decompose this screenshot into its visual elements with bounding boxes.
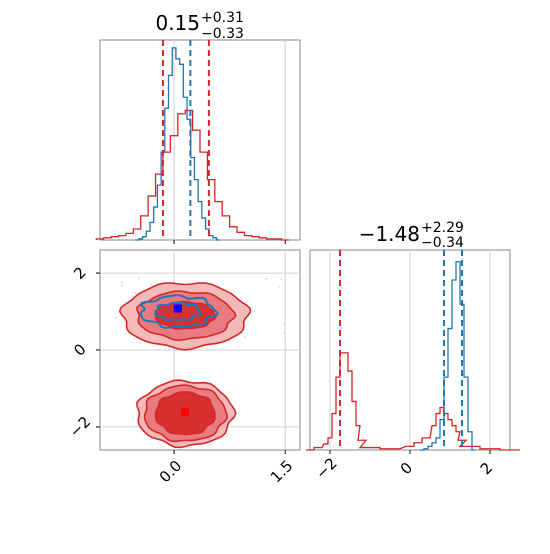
- panel-3-ytick-label-0: −2: [66, 413, 94, 441]
- panel-3-contour-2-0: [139, 294, 220, 329]
- panel-3-markers: [173, 304, 190, 417]
- panel-1-histogram-0: [135, 47, 221, 241]
- panel-3-bg-point: [278, 285, 280, 288]
- panel-3-bg-point: [135, 291, 137, 294]
- panel-2-quantile-lines: [339, 250, 463, 450]
- panel-3-bg-point: [228, 340, 230, 342]
- panel-1-title-lower: −0.33: [201, 26, 244, 42]
- panel-3-ytick-label-2: 2: [70, 263, 89, 282]
- panel-3-bg-point: [139, 341, 141, 344]
- panel-3-bg-point: [138, 277, 140, 279]
- panel-3-y-ticks: −2 0 2: [66, 263, 100, 441]
- panel-3-bg-point: [280, 278, 283, 280]
- panel-2-grid: [329, 250, 491, 450]
- panel-1-title: 0.15 +0.31 −0.33: [155, 10, 243, 42]
- panel-2-tick-label-0: −2: [312, 454, 340, 482]
- panel-3-contours: [119, 282, 252, 449]
- panel-3-bg-point: [115, 316, 118, 319]
- panel-3-bg-point: [247, 300, 249, 302]
- panel-3-bg-point: [150, 284, 153, 286]
- panel-3-marker-0: [173, 304, 182, 313]
- panel-2-title-upper: +2.29: [421, 220, 464, 236]
- panel-3-bg-point: [121, 281, 123, 283]
- panel-1-title-value: 0.15: [155, 11, 200, 35]
- panel-2-histograms: [306, 261, 520, 451]
- panel-2-x-ticks: −2 0 2: [312, 450, 496, 483]
- panel-3-marker-1: [181, 408, 190, 417]
- panel-1-histogram-1: [95, 109, 289, 241]
- panel-2-title-value: −1.48: [359, 222, 420, 246]
- panel-1-histograms: [95, 47, 289, 241]
- panel-3-bg-point: [283, 332, 286, 334]
- panel-2-title-lower: −0.34: [421, 235, 464, 251]
- panel-2-title: −1.48 +2.29 −0.34: [359, 220, 464, 251]
- panel-3-x-ticks: 0.0 1.5: [156, 450, 297, 487]
- panel-1-grid: [173, 40, 286, 244]
- panel-2-tick-label-1: 0: [397, 459, 416, 478]
- panel-3-xtick-label-1: 1.5: [267, 457, 297, 487]
- panel-joint: 0.0 1.5 −2 0 2: [66, 249, 301, 487]
- panel-2-tick-label-2: 2: [477, 459, 496, 478]
- panel-2-histogram-0: [420, 261, 476, 451]
- panel-marginal-1: 0.15 +0.31 −0.33: [95, 10, 301, 244]
- panel-1-title-upper: +0.31: [201, 10, 244, 26]
- panel-3-xtick-label-0: 0.0: [156, 457, 186, 487]
- panel-3-bg-point: [245, 301, 247, 303]
- panel-3-bg-point: [121, 284, 123, 287]
- panel-3-bg-point: [283, 322, 286, 325]
- panel-3-contour-2-1: [154, 301, 202, 322]
- panel-marginal-2: −2 0 2 −1.48 +2.29 −0.34: [306, 220, 520, 483]
- panel-2-histogram-1: [306, 352, 520, 451]
- panel-3-ytick-label-1: 0: [70, 340, 89, 359]
- panel-1-quantile-lines: [161, 40, 210, 240]
- panel-3-bg-point: [265, 278, 268, 280]
- panel-3-bg-point: [244, 336, 246, 338]
